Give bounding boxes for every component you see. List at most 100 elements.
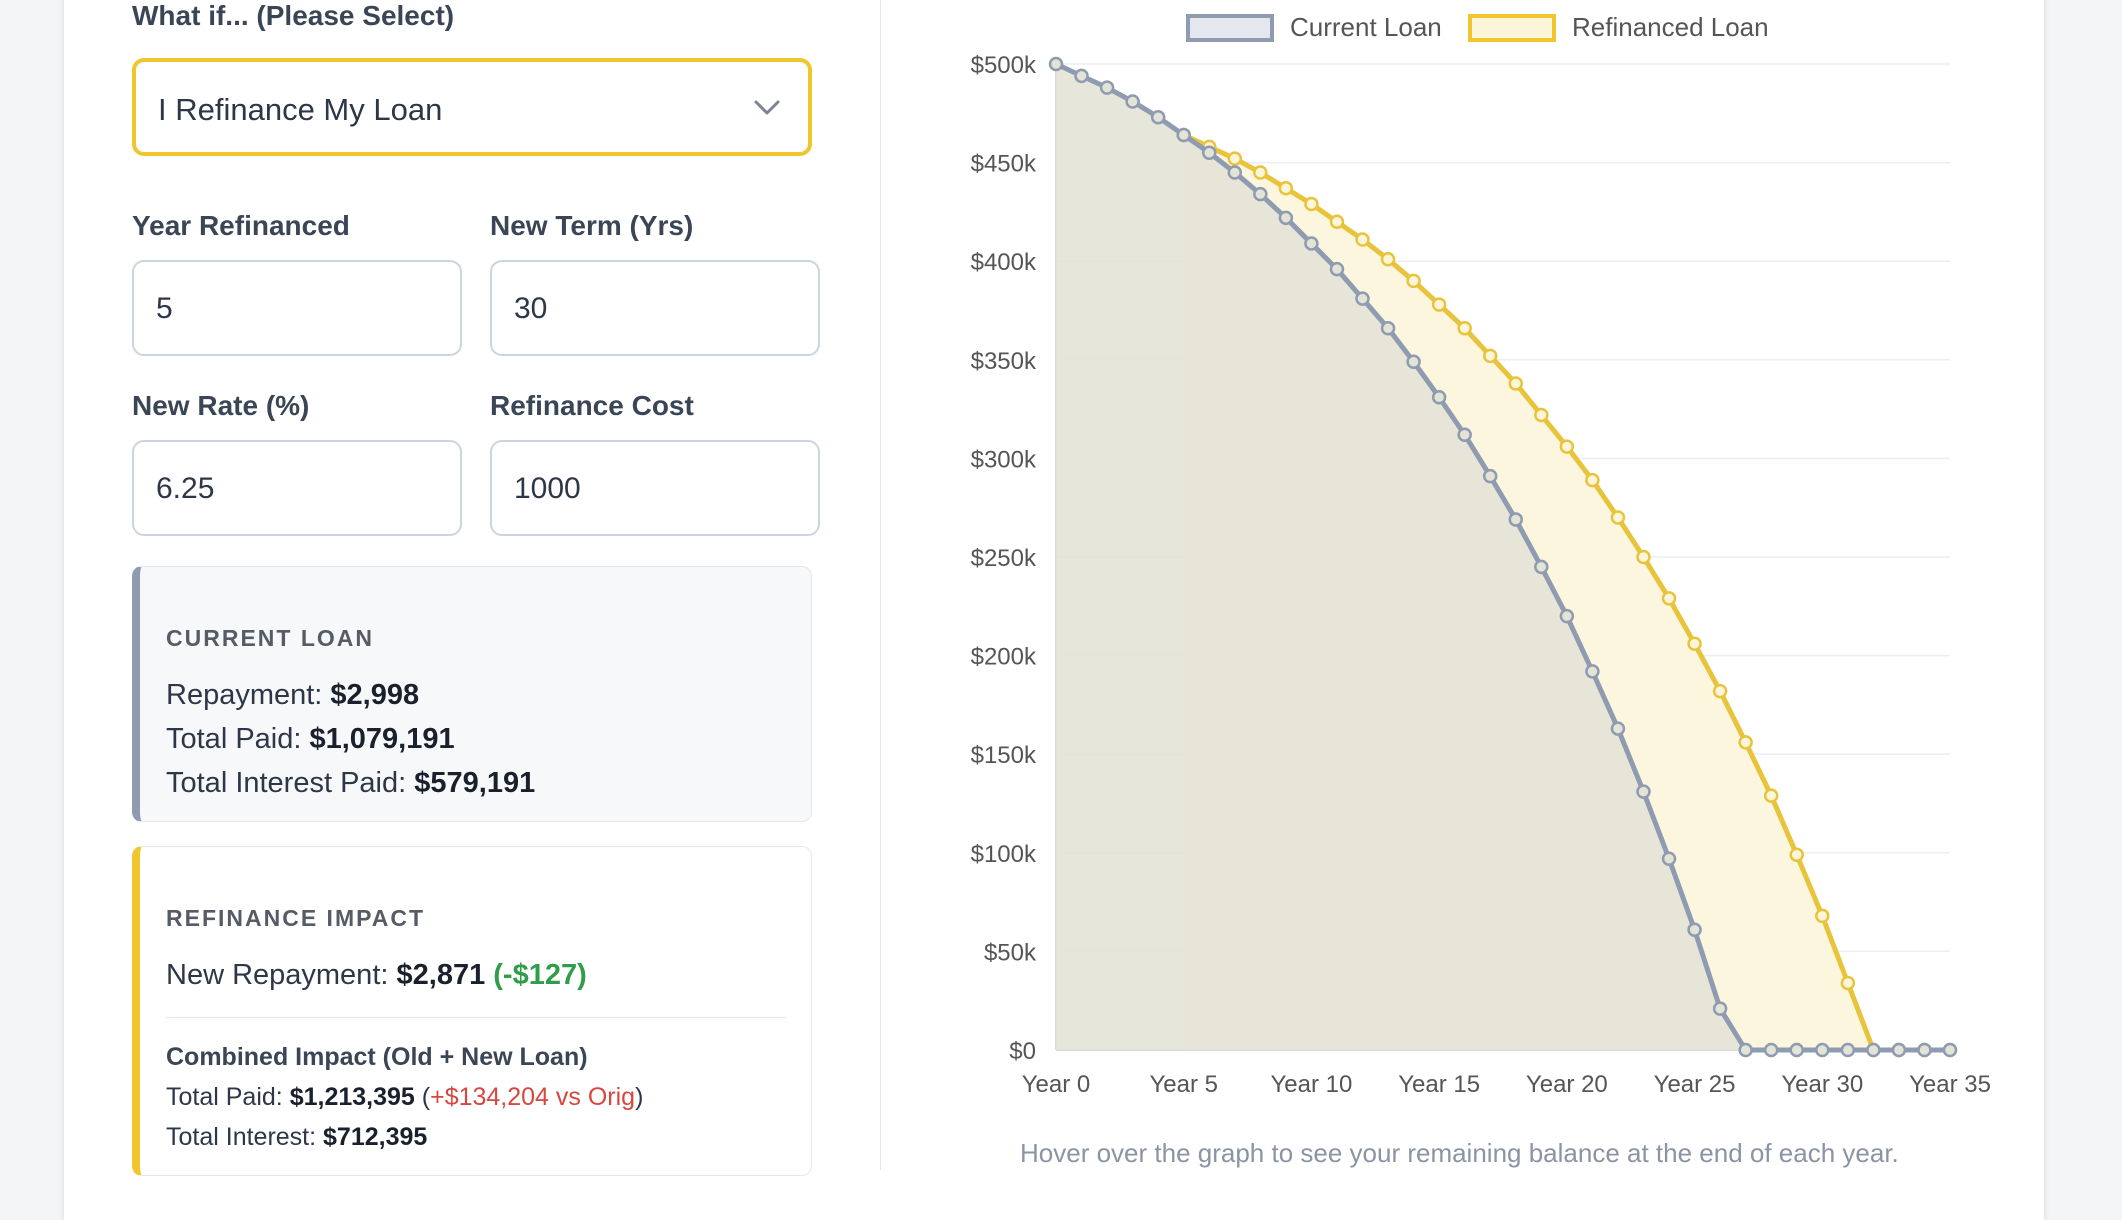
combined-impact-title: Combined Impact (Old + New Loan) — [166, 1043, 588, 1071]
combined-total-interest: Total Interest: $712,395 — [166, 1123, 427, 1152]
series-refinanced-loan-point — [1585, 472, 1600, 488]
chevron-down-icon — [754, 100, 780, 115]
diff-close-paren: ) — [635, 1083, 644, 1111]
series-current-loan-point — [1074, 68, 1089, 84]
series-refinanced-loan-point — [1406, 273, 1421, 289]
combined-total-interest-label: Total Interest: — [166, 1123, 324, 1151]
series-current-loan-point — [1304, 236, 1319, 251]
y-tick-label: $100k — [971, 841, 1037, 868]
series-current-loan-point — [1227, 165, 1243, 180]
current-total-interest-label: Total Interest Paid: — [166, 767, 415, 799]
series-current-loan-point — [1099, 80, 1115, 95]
chart-hint: Hover over the graph to see your remaini… — [1020, 1138, 1899, 1168]
combined-total-paid-value: $1,213,395 — [289, 1083, 415, 1111]
refinance-cost-value: 1000 — [514, 472, 581, 505]
combined-total-paid-label: Total Paid: — [166, 1083, 290, 1111]
y-tick-label: $450k — [971, 151, 1037, 178]
legend-swatch-current[interactable] — [1186, 14, 1274, 42]
new-rate-value: 6.25 — [156, 472, 215, 505]
series-current-loan-point — [1687, 922, 1702, 937]
new-rate-label: New Rate (%) — [132, 390, 310, 421]
refinance-cost-label: Refinance Cost — [490, 390, 694, 421]
year-refinanced-value: 5 — [156, 292, 173, 325]
series-current-loan-point — [1789, 1042, 1804, 1058]
series-current-loan-point — [1482, 468, 1498, 484]
series-current-loan-point — [1738, 1042, 1753, 1058]
series-refinanced-loan-point — [1738, 735, 1753, 750]
series-refinanced-loan-point — [1559, 439, 1575, 454]
legend-swatch-refinanced[interactable] — [1468, 14, 1556, 42]
series-refinanced-loan-point — [1840, 975, 1856, 991]
year-refinanced-input[interactable]: 5 — [132, 260, 462, 356]
current-repayment-value: $2,998 — [330, 679, 420, 711]
series-current-loan-point — [1431, 390, 1447, 405]
series-refinanced-loan-point — [1763, 788, 1779, 803]
series-refinanced-loan-point — [1482, 348, 1498, 364]
series-current-loan-point — [1329, 261, 1345, 277]
series-current-loan-point — [1712, 1001, 1728, 1016]
current-loan-title: CURRENT LOAN — [166, 625, 374, 651]
legend-label-current[interactable]: Current Loan — [1290, 12, 1442, 42]
y-tick-label: $350k — [971, 348, 1037, 375]
current-total-paid-value: $1,079,191 — [309, 723, 455, 755]
y-tick-label: $200k — [971, 644, 1037, 671]
scenario-select-value: I Refinance My Loan — [158, 92, 443, 127]
series-refinanced-loan-point — [1380, 251, 1396, 267]
y-tick-label: $400k — [971, 249, 1037, 276]
series-refinanced-loan-point — [1815, 908, 1830, 924]
what-if-label: What if... (Please Select) — [132, 0, 455, 31]
new-rate-input[interactable]: 6.25 — [132, 440, 462, 536]
series-current-loan-point — [1661, 851, 1677, 866]
series-current-loan-point — [1253, 186, 1268, 202]
series-current-loan-point — [1866, 1042, 1881, 1058]
y-tick-label: $50k — [984, 939, 1037, 966]
refinance-cost-input[interactable]: 1000 — [490, 440, 820, 536]
new-term-label: New Term (Yrs) — [490, 210, 694, 241]
year-refinanced-label: Year Refinanced — [132, 210, 350, 241]
series-current-loan-point — [1763, 1042, 1779, 1058]
x-tick-label: Year 20 — [1526, 1071, 1608, 1098]
series-refinanced-loan-point — [1789, 847, 1804, 863]
series-current-loan-point — [1636, 784, 1651, 799]
series-current-loan-point — [1125, 94, 1140, 109]
current-loan-panel: CURRENT LOAN Repayment: $2,998 Total Pai… — [132, 566, 812, 822]
combined-total-paid: Total Paid: $1,213,395 (+$134,204 vs Ori… — [166, 1083, 643, 1112]
series-refinanced-loan-point — [1355, 232, 1370, 247]
y-tick-label: $300k — [971, 446, 1037, 473]
new-term-input[interactable]: 30 — [490, 260, 820, 356]
x-tick-label: Year 25 — [1654, 1071, 1736, 1098]
series-refinanced-loan-point — [1636, 549, 1651, 565]
series-current-loan-point — [1610, 721, 1626, 736]
x-tick-label: Year 30 — [1781, 1071, 1863, 1098]
y-tick-label: $250k — [971, 545, 1037, 572]
series-current-loan-point — [1278, 210, 1294, 226]
series-current-loan-point — [1048, 56, 1064, 72]
y-tick-label: $500k — [971, 52, 1037, 79]
series-current-loan-point — [1176, 127, 1191, 143]
series-refinanced-loan-point — [1508, 376, 1524, 391]
series-current-loan-point — [1891, 1042, 1907, 1058]
y-tick-label: $0 — [1009, 1038, 1036, 1065]
series-refinanced-loan-point — [1431, 297, 1447, 312]
series-refinanced-loan-point — [1329, 214, 1345, 230]
current-repayment: Repayment: $2,998 — [166, 679, 419, 712]
x-tick-label: Year 10 — [1270, 1071, 1352, 1098]
series-refinanced-loan-point — [1534, 407, 1549, 423]
x-tick-label: Year 35 — [1909, 1071, 1991, 1098]
series-current-loan-point — [1150, 109, 1166, 125]
series-current-loan-point — [1355, 291, 1370, 306]
series-refinanced-loan-point — [1661, 591, 1677, 606]
current-total-interest-value: $579,191 — [414, 767, 536, 799]
series-current-loan-point — [1942, 1042, 1958, 1058]
current-total-paid-label: Total Paid: — [166, 723, 310, 755]
series-current-loan-point — [1559, 608, 1575, 624]
refinance-impact-panel: REFINANCE IMPACT New Repayment: $2,871 (… — [132, 846, 812, 1176]
panel-divider — [880, 0, 881, 1170]
series-current-loan-point — [1840, 1042, 1856, 1058]
balance-chart[interactable]: $0 $50k $100k $150k $200k $250k $300k $350k $400… — [940, 40, 2000, 1110]
scenario-select[interactable]: I Refinance My Loan — [132, 58, 812, 156]
legend-label-refinanced[interactable]: Refinanced Loan — [1572, 12, 1769, 42]
series-refinanced-loan-point — [1253, 165, 1268, 180]
series-refinanced-loan-point — [1712, 683, 1728, 699]
series-refinanced-loan-point — [1278, 180, 1294, 196]
